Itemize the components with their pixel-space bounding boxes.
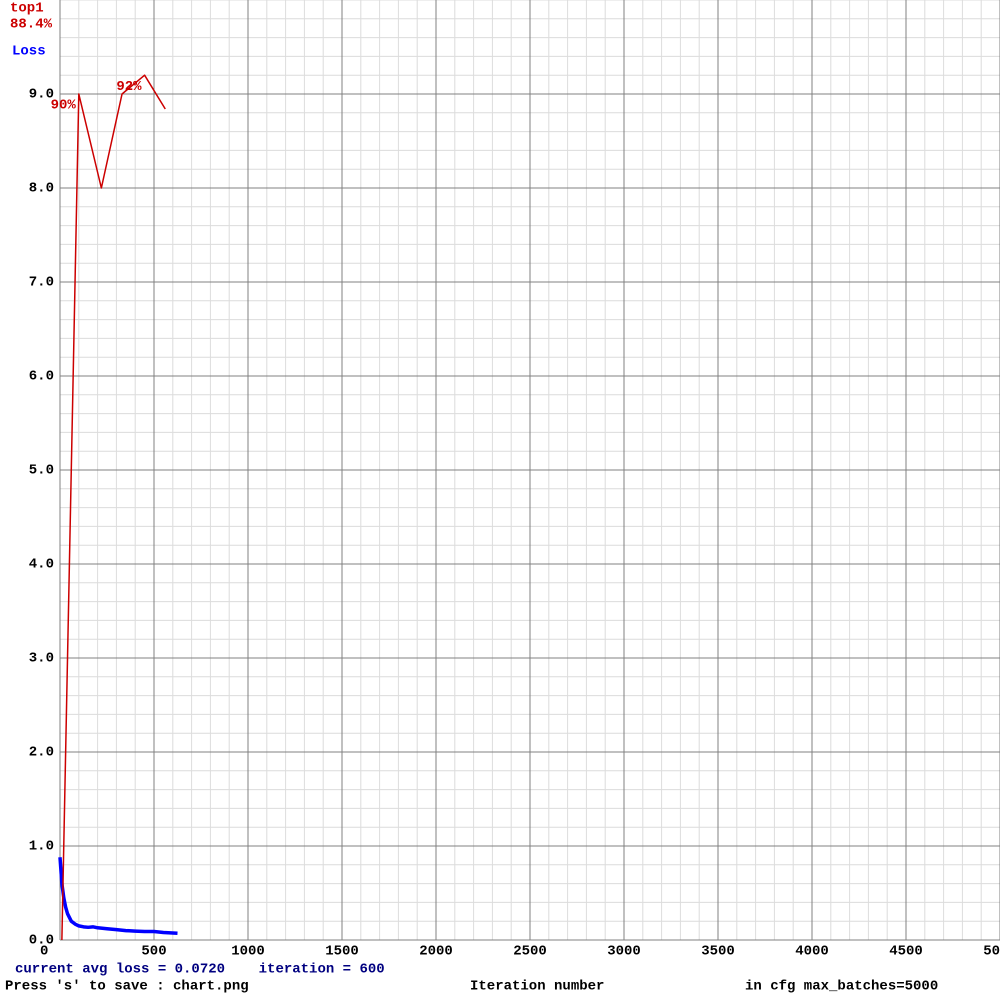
x-tick-label: 0 [40,944,48,960]
y-tick-label: 8.0 [29,181,54,197]
save-hint: Press 's' to save : chart.png [5,979,249,995]
x-tick-label: 1000 [231,944,265,960]
y-tick-label: 1.0 [29,839,54,855]
legend-top1: top1 [10,1,44,17]
max-batches: in cfg max_batches=5000 [745,979,938,995]
loss-line [58,857,178,935]
x-tick-label: 500 [141,944,166,960]
x-tick-label: 2500 [513,944,547,960]
y-tick-label: 9.0 [29,87,54,103]
y-tick-label: 0.0 [29,933,54,949]
y-tick-label: 6.0 [29,369,54,385]
x-tick-label: 5000 [983,944,1000,960]
y-tick-label: 2.0 [29,745,54,761]
value-label: 92% [116,79,142,95]
x-tick-label: 1500 [325,944,359,960]
x-tick-label: 3500 [701,944,735,960]
y-tick-label: 5.0 [29,463,54,479]
value-label: 90% [51,98,77,114]
x-axis-label: Iteration number [470,979,604,995]
y-tick-label: 7.0 [29,275,54,291]
accuracy-line [61,74,166,941]
y-tick-label: 3.0 [29,651,54,667]
y-tick-label: 4.0 [29,557,54,573]
x-tick-label: 4000 [795,944,829,960]
x-tick-label: 4500 [889,944,923,960]
status: current avg loss = 0.0720 iteration = 60… [15,962,385,978]
grid [59,0,1000,941]
current-top1: 88.4% [10,17,53,33]
legend-loss: Loss [12,44,46,60]
x-tick-label: 3000 [607,944,641,960]
x-tick-label: 2000 [419,944,453,960]
